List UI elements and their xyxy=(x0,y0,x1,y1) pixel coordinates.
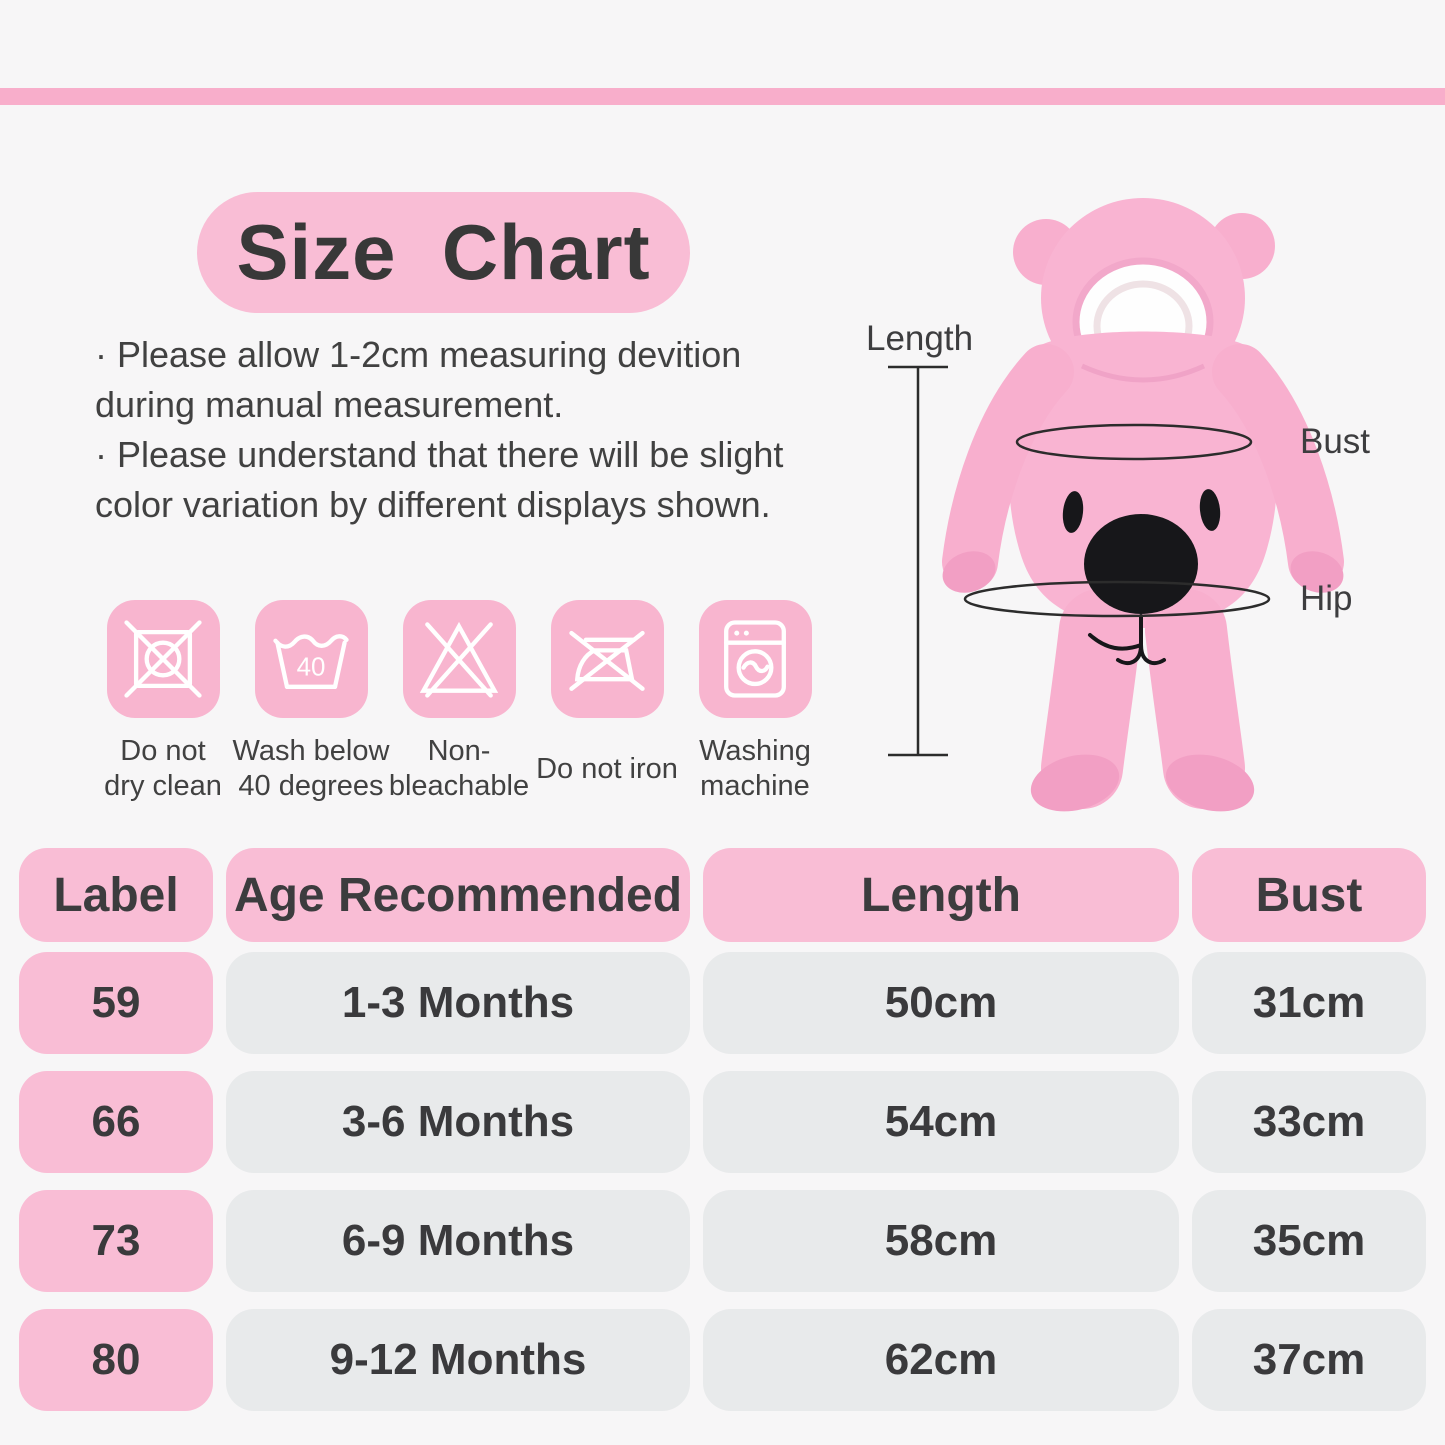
wash-temperature: 40 xyxy=(297,653,326,681)
note-line: · Please allow 1-2cm measuring devition … xyxy=(95,334,742,425)
cell-label: 66 xyxy=(19,1071,213,1173)
non-bleachable-icon xyxy=(402,600,516,718)
header-age: Age Recommended xyxy=(226,848,690,942)
page-title: Size Chart xyxy=(236,208,651,296)
bear-nose xyxy=(1084,514,1198,614)
cell-age: 3-6 Months xyxy=(226,1071,690,1173)
table-row: 73 6-9 Months 58cm 35cm xyxy=(19,1190,1426,1292)
bear-eye-right xyxy=(1199,489,1221,531)
cell-label: 73 xyxy=(19,1190,213,1292)
care-item-non-bleachable: Non- bleachable xyxy=(385,600,533,805)
washing-machine-icon xyxy=(698,600,812,718)
size-table-header-row: Label Age Recommended Length Bust xyxy=(19,848,1426,942)
foot-right xyxy=(1165,754,1255,812)
leg-left xyxy=(1041,589,1141,809)
cell-age: 1-3 Months xyxy=(226,952,690,1054)
cell-label: 59 xyxy=(19,952,213,1054)
measurement-annotations: Length Bust Hip xyxy=(866,319,1370,757)
cell-length: 62cm xyxy=(703,1309,1179,1411)
table-row: 66 3-6 Months 54cm 33cm xyxy=(19,1071,1426,1173)
size-table: Label Age Recommended Length Bust 59 1-3… xyxy=(19,848,1426,1411)
note-line: · Please understand that there will be s… xyxy=(95,434,784,525)
cell-length: 58cm xyxy=(703,1190,1179,1292)
leg-right xyxy=(1145,589,1245,809)
cell-bust: 33cm xyxy=(1192,1071,1426,1173)
care-label: Wash below 40 degrees xyxy=(232,735,390,802)
wash-below-40-icon: 40 xyxy=(254,600,368,718)
romper-body xyxy=(1008,331,1278,628)
hip-ellipse xyxy=(963,580,1271,618)
cell-bust: 35cm xyxy=(1192,1190,1426,1292)
length-label: Length xyxy=(866,319,973,358)
care-label: Do not dry clean xyxy=(104,735,222,802)
cell-length: 54cm xyxy=(703,1071,1179,1173)
top-accent-stripe xyxy=(0,88,1445,105)
cuff-right xyxy=(1290,551,1344,593)
product-image: Length Bust Hip xyxy=(866,198,1370,812)
cell-length: 50cm xyxy=(703,952,1179,1054)
foot-left xyxy=(1030,754,1120,812)
do-not-dry-clean-icon xyxy=(106,600,220,718)
care-item-do-not-dry-clean: Do not dry clean xyxy=(89,600,237,805)
care-item-wash-below-40: 40 Wash below 40 degrees xyxy=(233,600,389,805)
bust-label: Bust xyxy=(1300,422,1370,461)
bear-eye-left xyxy=(1062,491,1084,533)
bear-face xyxy=(1062,489,1221,665)
table-row: 80 9-12 Months 62cm 37cm xyxy=(19,1309,1426,1411)
bust-ellipse xyxy=(1015,423,1253,461)
measuring-notes: · Please allow 1-2cm measuring devition … xyxy=(95,330,855,530)
cell-bust: 31cm xyxy=(1192,952,1426,1054)
header-bust: Bust xyxy=(1192,848,1426,942)
bear-mouth xyxy=(1088,614,1166,665)
cell-age: 6-9 Months xyxy=(226,1190,690,1292)
cuff-left xyxy=(942,551,996,593)
cell-bust: 37cm xyxy=(1192,1309,1426,1411)
bear-romper-illustration xyxy=(942,198,1344,812)
care-instructions-row: Do not dry clean 40 Wash below 40 degree… xyxy=(89,600,834,805)
header-label: Label xyxy=(19,848,213,942)
care-label: Washing machine xyxy=(699,735,811,802)
sleeve-right xyxy=(1212,344,1344,590)
sleeve-left xyxy=(942,344,1074,590)
cell-label: 80 xyxy=(19,1309,213,1411)
care-item-washing-machine: Washing machine xyxy=(681,600,829,805)
care-label: Do not iron xyxy=(536,752,678,785)
size-chart-title-pill: Size Chart xyxy=(197,192,690,313)
header-length: Length xyxy=(703,848,1179,942)
cell-age: 9-12 Months xyxy=(226,1309,690,1411)
care-item-do-not-iron: Do not iron xyxy=(533,600,681,805)
care-label: Non- bleachable xyxy=(388,735,530,802)
do-not-iron-icon xyxy=(550,600,664,718)
hip-label: Hip xyxy=(1300,579,1353,618)
table-row: 59 1-3 Months 50cm 31cm xyxy=(19,952,1426,1054)
